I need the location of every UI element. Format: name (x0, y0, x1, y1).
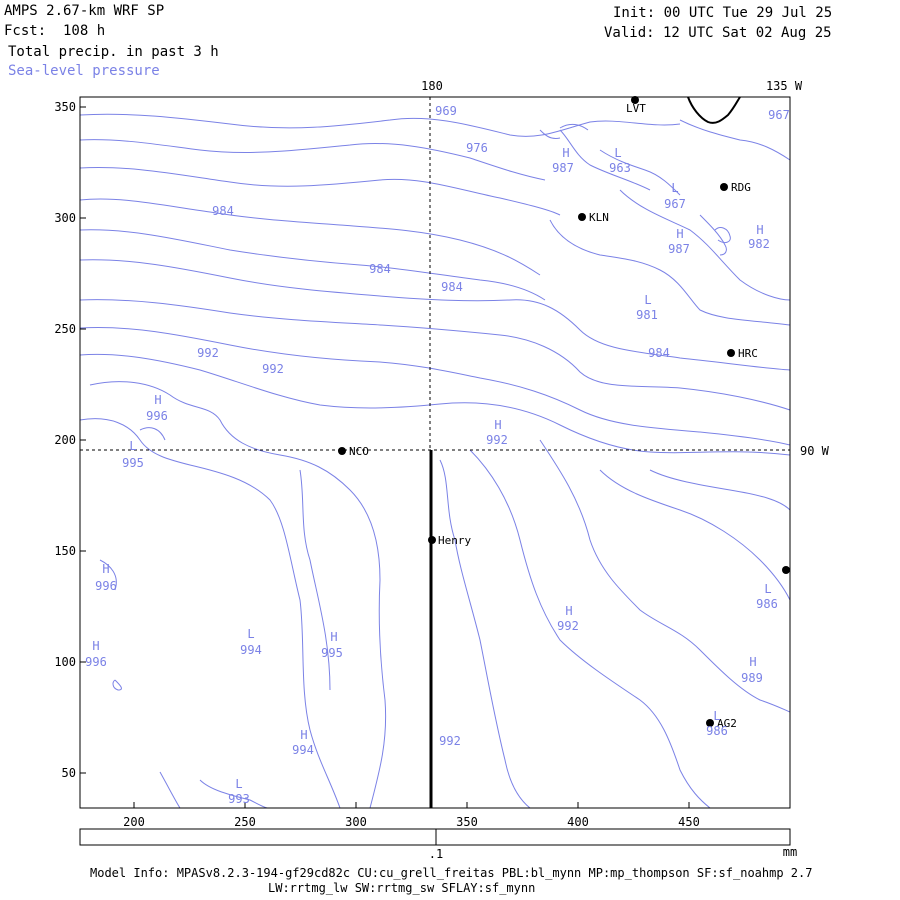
contour-label: 992 (197, 346, 219, 360)
x-tick-label: 400 (567, 815, 589, 829)
contour-label: 992 (439, 734, 461, 748)
station-marker (631, 96, 639, 104)
y-tick-label: 100 (54, 655, 76, 669)
center-value: 992 (486, 433, 508, 447)
x-tick-label: 250 (234, 815, 256, 829)
center-type: L (235, 777, 242, 791)
map-title: AMPS 2.67-km WRF SP (4, 3, 165, 19)
forecast-hour: Fcst: 108 h (4, 23, 106, 39)
lon-label-135w: 135 W (766, 79, 803, 93)
station-marker (338, 447, 346, 455)
center-type: H (676, 227, 683, 241)
contour-label: 984 (441, 280, 463, 294)
station-label: RDG (731, 181, 751, 194)
y-tick-label: 350 (54, 100, 76, 114)
station-label: AG2 (717, 717, 737, 730)
center-type: H (756, 223, 763, 237)
y-tick-label: 250 (54, 322, 76, 336)
center-value: 996 (85, 655, 107, 669)
center-type: H (154, 393, 161, 407)
x-tick-label: 350 (456, 815, 478, 829)
pressure-centers: H 987 L 963 L 967 H 987 H 982 L 981 H 99… (85, 146, 778, 806)
y-axis-ticks (80, 106, 86, 774)
center-type: H (565, 604, 572, 618)
station-marker (428, 536, 436, 544)
y-tick-label: 200 (54, 433, 76, 447)
contour-label: 992 (262, 362, 284, 376)
x-tick-label: 450 (678, 815, 700, 829)
lon-label-180: 180 (421, 79, 443, 93)
field-label-precip: Total precip. in past 3 h (8, 44, 219, 60)
station-marker (706, 719, 714, 727)
x-tick-label: 200 (123, 815, 145, 829)
center-value: 986 (756, 597, 778, 611)
center-type: H (330, 630, 337, 644)
center-value: 963 (609, 161, 631, 175)
center-type: H (300, 728, 307, 742)
center-value: 987 (668, 242, 690, 256)
station-label: NCO (349, 445, 369, 458)
center-value: 992 (557, 619, 579, 633)
center-value: 994 (240, 643, 262, 657)
center-type: H (92, 639, 99, 653)
center-value: 967 (664, 197, 686, 211)
center-type: L (644, 293, 651, 307)
center-type: H (749, 655, 756, 669)
center-value: 995 (122, 456, 144, 470)
center-type: L (713, 709, 720, 723)
map-frame (79, 96, 791, 809)
center-value: 996 (95, 579, 117, 593)
center-type: L (764, 582, 771, 596)
center-value: 987 (552, 161, 574, 175)
init-time: Init: 00 UTC Tue 29 Jul 25 (613, 5, 833, 21)
station-label: KLN (589, 211, 609, 224)
contour-label: 984 (212, 204, 234, 218)
model-info-line2: LW:rrtmg_lw SW:rrtmg_sw SFLAY:sf_mynn (268, 881, 536, 895)
station-label: HRC (738, 347, 758, 360)
center-value: 982 (748, 237, 770, 251)
station-marker (727, 349, 735, 357)
center-value: 986 (706, 724, 728, 738)
contour-label: 969 (435, 104, 457, 118)
station-label: LVT (626, 102, 646, 115)
colorbar-tick-label: .1 (429, 847, 443, 861)
center-type: L (129, 439, 136, 453)
center-value: 996 (146, 409, 168, 423)
station-marker (578, 213, 586, 221)
field-label-slp: Sea-level pressure (8, 63, 160, 79)
station-label: Henry (438, 534, 471, 547)
valid-time: Valid: 12 UTC Sat 02 Aug 25 (604, 25, 832, 41)
colorbar-unit: mm (783, 845, 797, 859)
slp-contours (79, 113, 791, 809)
contour-label: 976 (466, 141, 488, 155)
center-value: 993 (228, 792, 250, 806)
model-info-line1: Model Info: MPASv8.2.3-194-gf29cd82c CU:… (90, 866, 813, 880)
center-value: 989 (741, 671, 763, 685)
contour-label: 967 (768, 108, 790, 122)
precip-colorbar (79, 828, 791, 846)
center-value: 981 (636, 308, 658, 322)
center-value: 995 (321, 646, 343, 660)
y-tick-label: 50 (62, 766, 76, 780)
contour-labels: 969 976 967 984 984 984 984 992 992 992 (197, 104, 790, 748)
y-tick-label: 150 (54, 544, 76, 558)
y-tick-label: 300 (54, 211, 76, 225)
stations: LVT RDG KLN HRC NCO Henry AG2 (338, 96, 790, 730)
center-value: 994 (292, 743, 314, 757)
x-tick-label: 300 (345, 815, 367, 829)
station-marker (782, 566, 790, 574)
lon-label-90w: 90 W (800, 444, 830, 458)
contour-label: 984 (369, 262, 391, 276)
center-type: L (614, 146, 621, 160)
center-type: H (102, 562, 109, 576)
station-marker (720, 183, 728, 191)
contour-label: 984 (648, 346, 670, 360)
x-axis-ticks (133, 802, 690, 808)
center-type: H (562, 146, 569, 160)
coastline (687, 96, 741, 124)
center-type: H (494, 418, 501, 432)
center-type: L (247, 627, 254, 641)
center-type: L (671, 181, 678, 195)
